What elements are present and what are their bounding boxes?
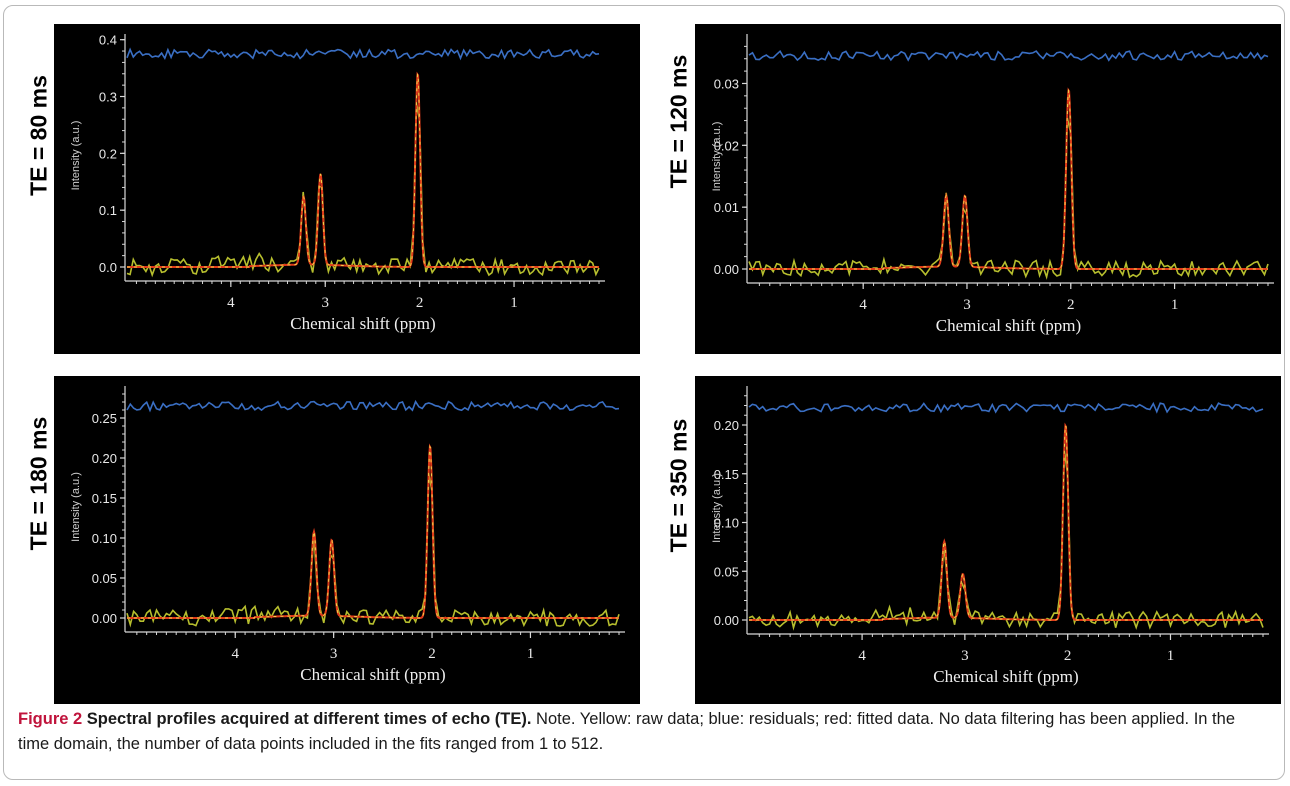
raw-peak-overlay <box>127 445 619 619</box>
spectrum-chart-te120: 4 3 2 1 0.00 0.01 0.02 0.03 Chemical shift (ppm)… <box>711 34 1274 335</box>
raw-peak-overlay <box>749 424 1263 621</box>
y-tick-label: 0.15 <box>714 467 739 482</box>
y-tick-label: 0.02 <box>714 138 739 153</box>
residuals-series <box>126 47 600 61</box>
fitted-data-series <box>749 422 1263 621</box>
x-tick-label: 2 <box>1064 648 1072 664</box>
fitted-data-series <box>127 443 619 619</box>
y-axis-label: Intensity (a.u.) <box>711 122 723 192</box>
y-tick-label: 0.10 <box>714 516 739 531</box>
raw-data-series <box>748 117 1269 280</box>
x-axis-label: Chemical shift (ppm) <box>933 667 1078 686</box>
x-tick-label: 3 <box>963 297 971 313</box>
raw-data-series <box>748 448 1264 631</box>
x-tick-label: 4 <box>231 646 239 662</box>
y-tick-label: 0.05 <box>714 564 739 579</box>
fitted-data-series <box>127 71 599 268</box>
x-axis-label: Chemical shift (ppm) <box>936 316 1081 335</box>
x-tick-label: 2 <box>416 295 424 311</box>
spectrum-panel-te180: 4 3 2 1 0.00 0.05 0.10 0.15 0.20 0.25 Chemical shi… <box>54 376 640 704</box>
spectrum-panel-te120: 4 3 2 1 0.00 0.01 0.02 0.03 Chemical shift (ppm)… <box>695 24 1281 354</box>
spectrum-chart-te80: 4 3 2 1 0.0 0.1 0.2 0.3 0.4 Chemical shift (ppm) I… <box>70 33 605 333</box>
spectrum-panel-te350: 4 3 2 1 0.00 0.05 0.10 0.15 0.20 Chemical shift (… <box>695 376 1281 704</box>
y-tick-label: 0.20 <box>92 451 117 466</box>
figure-frame <box>3 5 1285 780</box>
y-tick-label: 0.15 <box>92 491 117 506</box>
y-tick-label: 0.10 <box>92 531 117 546</box>
x-tick-label: 3 <box>321 295 329 311</box>
y-tick-label: 0.01 <box>714 200 739 215</box>
y-axis-label: Intensity (a.u.) <box>70 121 82 191</box>
figure-caption: Figure 2 Spectral profiles acquired at d… <box>18 707 1268 757</box>
y-tick-label: 0.03 <box>714 76 739 91</box>
x-axis-label: Chemical shift (ppm) <box>300 665 445 684</box>
y-tick-label: 0.00 <box>714 613 739 628</box>
figure-number: Figure 2 <box>18 710 83 728</box>
raw-data-series <box>126 473 620 628</box>
spectrum-chart-te350: 4 3 2 1 0.00 0.05 0.10 0.15 0.20 Chemical shift (… <box>711 386 1269 686</box>
y-tick-label: 0.00 <box>714 262 739 277</box>
y-tick-label: 0.4 <box>99 33 117 48</box>
y-tick-label: 0.20 <box>714 418 739 433</box>
panel-label-te180: TE = 180 ms <box>25 416 52 551</box>
fitted-data-series <box>749 87 1268 270</box>
y-tick-label: 0.00 <box>92 611 117 626</box>
x-tick-label: 1 <box>527 646 535 662</box>
x-tick-label: 1 <box>510 295 518 311</box>
residuals-series <box>126 399 620 413</box>
y-tick-label: 0.25 <box>92 411 117 426</box>
residuals-series <box>748 401 1264 414</box>
panel-label-te120: TE = 120 ms <box>665 54 692 189</box>
x-tick-label: 4 <box>858 648 866 664</box>
panel-label-te350: TE = 350 ms <box>665 418 692 553</box>
y-tick-label: 0.0 <box>99 260 117 275</box>
x-tick-label: 4 <box>859 297 867 313</box>
y-axis-label: Intensity (a.u.) <box>70 472 82 542</box>
figure-title: Spectral profiles acquired at different … <box>86 710 532 728</box>
raw-peak-overlay <box>127 73 599 268</box>
x-tick-label: 3 <box>330 646 338 662</box>
x-tick-label: 2 <box>1067 297 1075 313</box>
x-tick-label: 1 <box>1167 648 1175 664</box>
x-tick-label: 1 <box>1171 297 1179 313</box>
y-tick-label: 0.1 <box>99 203 117 218</box>
residuals-series <box>748 49 1269 62</box>
x-axis-label: Chemical shift (ppm) <box>290 314 435 333</box>
x-tick-label: 2 <box>428 646 436 662</box>
y-tick-label: 0.05 <box>92 571 117 586</box>
raw-data-series <box>126 102 600 278</box>
y-axis-label: Intensity (a.u.) <box>711 473 723 543</box>
y-tick-label: 0.2 <box>99 146 117 161</box>
x-tick-label: 3 <box>961 648 969 664</box>
panel-label-te80: TE = 80 ms <box>25 75 52 196</box>
raw-peak-overlay <box>749 88 1268 270</box>
x-tick-label: 4 <box>227 295 235 311</box>
spectrum-chart-te180: 4 3 2 1 0.00 0.05 0.10 0.15 0.20 0.25 Chemical shi… <box>70 386 625 684</box>
y-tick-label: 0.3 <box>99 90 117 105</box>
spectrum-panel-te80: 4 3 2 1 0.0 0.1 0.2 0.3 0.4 Chemical shift (ppm) I… <box>54 24 640 354</box>
figure-caption-text: Note. Yellow: raw data; blue: residuals;… <box>18 710 1235 753</box>
